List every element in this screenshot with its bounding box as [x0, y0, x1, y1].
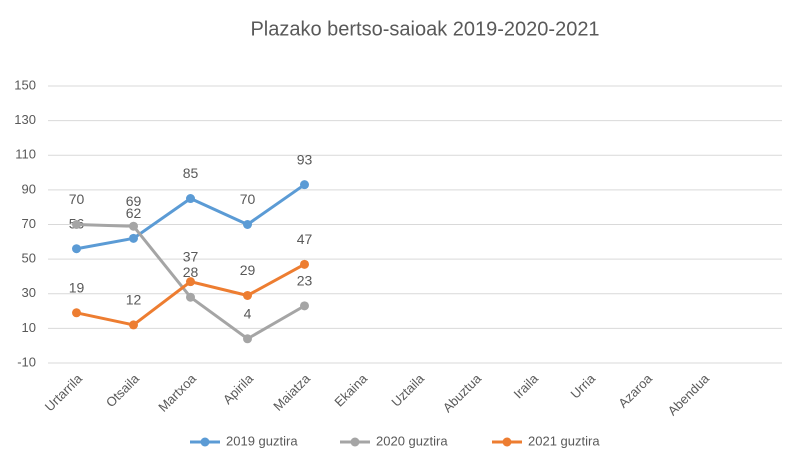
x-tick-label: Otsaila — [103, 370, 143, 410]
x-tick-label: Uztaila — [388, 370, 427, 409]
x-tick-label: Urtarrila — [42, 370, 86, 414]
point — [72, 244, 81, 254]
data-label: 29 — [240, 262, 256, 278]
y-tick-label: -10 — [17, 354, 36, 369]
data-label: 69 — [126, 193, 142, 209]
y-tick-label: 50 — [22, 251, 36, 266]
legend-marker — [200, 437, 210, 447]
point — [300, 180, 309, 190]
x-tick-label: Urria — [568, 370, 599, 401]
legend-label: 2020 guztira — [376, 433, 448, 448]
y-tick-label: 30 — [22, 285, 36, 300]
point — [243, 220, 252, 229]
point — [72, 220, 81, 229]
point — [186, 292, 195, 302]
data-label: 62 — [126, 205, 142, 221]
point — [186, 277, 195, 287]
x-tick-label: Iraila — [511, 370, 542, 401]
point — [129, 221, 138, 231]
point — [186, 194, 195, 204]
data-label: 12 — [126, 292, 142, 308]
x-tick-label: Abuztua — [440, 370, 485, 415]
x-tick-label: Apirila — [220, 370, 257, 407]
x-tick-label: Azaroa — [615, 370, 655, 410]
x-tick-label: Martxoa — [155, 370, 199, 414]
data-label: 85 — [183, 165, 199, 181]
y-tick-label: 130 — [14, 112, 36, 127]
data-label: 70 — [240, 191, 256, 207]
point — [300, 259, 309, 269]
data-label: 23 — [297, 273, 313, 289]
data-label: 19 — [69, 279, 85, 295]
y-tick-label: 70 — [22, 216, 36, 231]
x-tick-label: Ekaina — [331, 370, 370, 409]
x-tick-label: Maiatza — [270, 370, 313, 413]
legend-marker — [350, 437, 360, 447]
chart-title: Plazako bertso-saioak 2019-2020-2021 — [250, 18, 599, 40]
point — [243, 334, 252, 344]
point — [129, 320, 138, 330]
x-tick-label: Abendua — [665, 370, 713, 418]
point — [243, 290, 252, 300]
data-label: 37 — [183, 248, 199, 264]
data-label: 4 — [244, 305, 252, 321]
point — [72, 308, 81, 318]
point — [300, 301, 309, 311]
data-label: 28 — [183, 264, 199, 280]
y-tick-label: 10 — [22, 320, 36, 335]
data-label: 70 — [69, 191, 85, 207]
y-tick-label: 90 — [22, 181, 36, 196]
legend-label: 2019 guztira — [226, 433, 298, 448]
y-tick-label: 150 — [14, 77, 36, 92]
y-tick-label: 110 — [15, 147, 36, 162]
legend-marker — [502, 437, 512, 447]
legend-label: 2021 guztira — [528, 433, 600, 448]
data-label: 93 — [297, 151, 313, 167]
point — [129, 233, 138, 243]
data-label: 47 — [297, 231, 313, 247]
